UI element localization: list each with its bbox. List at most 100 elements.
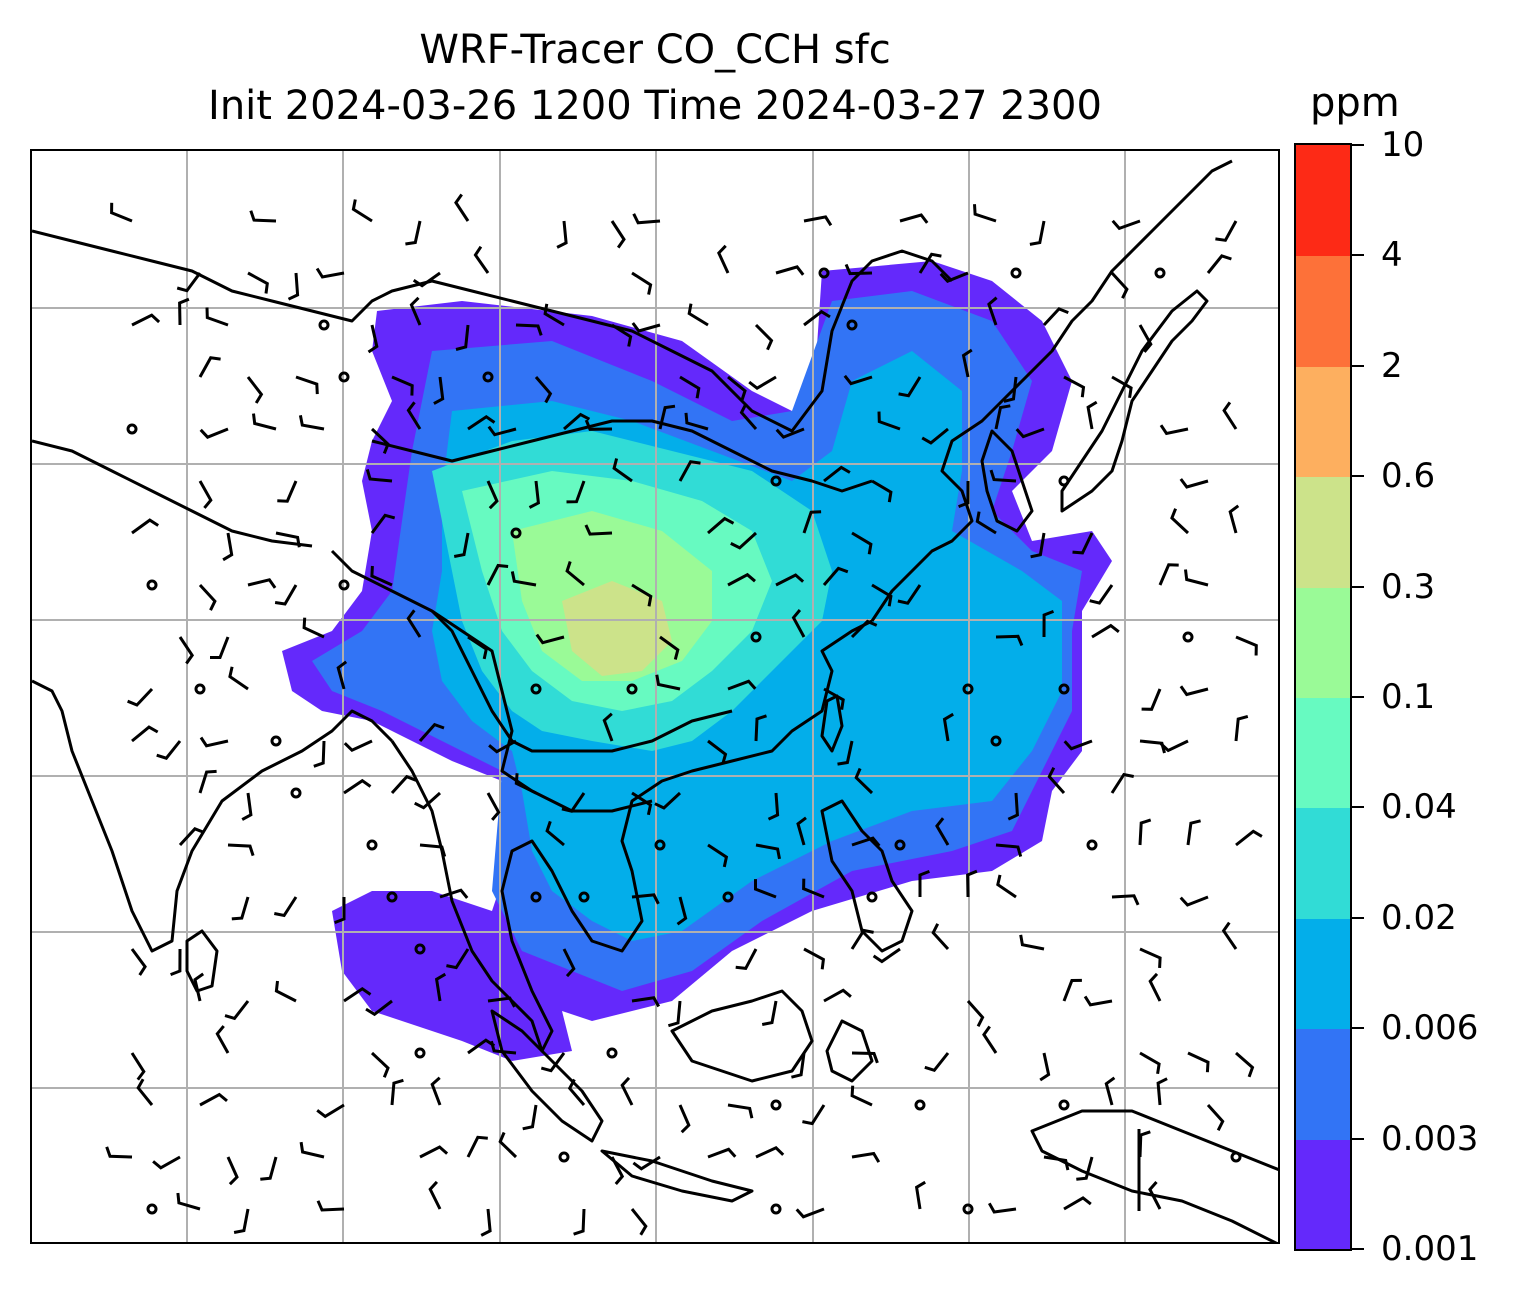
wind-barb bbox=[391, 375, 414, 396]
wind-barb bbox=[545, 820, 565, 847]
colorbar-tick-label: 10 bbox=[1381, 125, 1425, 165]
wind-barb bbox=[843, 374, 873, 386]
wind-barb bbox=[131, 518, 160, 535]
colorbar-segment bbox=[1296, 145, 1350, 257]
wind-barb bbox=[274, 980, 297, 1003]
wind-barb bbox=[802, 1104, 826, 1126]
wind-barb bbox=[1138, 324, 1153, 353]
wind-barb bbox=[871, 583, 893, 607]
wind-barb bbox=[851, 531, 873, 555]
wind-barb bbox=[851, 836, 881, 847]
calm-wind-marker bbox=[1154, 267, 1166, 279]
wind-barb bbox=[822, 566, 849, 586]
wind-barb bbox=[996, 874, 1017, 899]
wind-barb bbox=[684, 412, 709, 431]
wind-barb bbox=[198, 769, 217, 794]
calm-wind-marker bbox=[194, 683, 206, 695]
calm-wind-marker bbox=[578, 891, 590, 903]
wind-barb bbox=[761, 1000, 778, 1026]
wind-barb bbox=[455, 324, 470, 351]
calm-wind-marker bbox=[386, 891, 398, 903]
wind-barb bbox=[315, 267, 345, 279]
wind-barb bbox=[566, 480, 586, 504]
map-panel[interactable] bbox=[30, 149, 1280, 1244]
wind-barb bbox=[454, 193, 470, 222]
calm-wind-marker bbox=[146, 579, 158, 591]
wind-barb bbox=[1179, 478, 1209, 489]
wind-barb bbox=[966, 869, 978, 898]
wind-barb bbox=[612, 458, 633, 483]
coastline-korea bbox=[980, 429, 1034, 533]
colorbar-tick-label: 0.001 bbox=[1381, 1229, 1479, 1269]
wind-barb bbox=[561, 792, 586, 813]
calm-wind-marker bbox=[530, 891, 542, 903]
wind-barb bbox=[851, 1051, 879, 1064]
coastline-sri-lanka bbox=[185, 929, 219, 993]
calm-wind-marker bbox=[1010, 267, 1022, 279]
wind-barb bbox=[205, 307, 229, 327]
wind-barb bbox=[130, 1052, 146, 1081]
wind-barb bbox=[540, 1052, 566, 1073]
wind-barb bbox=[1030, 532, 1046, 559]
wind-barb bbox=[872, 947, 901, 964]
wind-barb bbox=[994, 404, 1011, 430]
wind-barb bbox=[935, 817, 950, 846]
wind-barb bbox=[687, 303, 709, 327]
wind-barb bbox=[767, 792, 780, 821]
wind-barb bbox=[199, 427, 229, 439]
wind-barb bbox=[631, 893, 660, 905]
wind-barb bbox=[1170, 508, 1190, 535]
wind-barb bbox=[707, 516, 735, 535]
wind-barb bbox=[316, 1103, 345, 1119]
border-china-south bbox=[430, 609, 733, 753]
calm-wind-marker bbox=[1058, 1099, 1070, 1111]
colorbar-segment bbox=[1296, 1138, 1350, 1249]
wind-barb bbox=[897, 584, 922, 605]
colorbar-tick bbox=[1352, 585, 1364, 588]
calm-wind-marker bbox=[1086, 839, 1098, 851]
wind-barb bbox=[1062, 978, 1082, 1002]
wind-barb bbox=[1138, 1130, 1151, 1158]
wind-barb bbox=[795, 1207, 825, 1219]
wind-barb bbox=[487, 425, 517, 437]
wind-barb bbox=[754, 879, 777, 899]
wind-barb bbox=[522, 1104, 538, 1131]
wind-barb bbox=[802, 878, 825, 899]
wind-barb bbox=[390, 774, 417, 795]
wind-barb bbox=[136, 1078, 154, 1106]
wind-barb bbox=[1076, 1156, 1094, 1181]
wind-barb bbox=[584, 419, 613, 431]
wind-barb bbox=[1186, 819, 1201, 846]
colorbar-segment bbox=[1296, 476, 1350, 588]
wind-barb bbox=[419, 843, 447, 858]
wind-barb bbox=[1072, 532, 1094, 555]
wind-barb bbox=[610, 1156, 625, 1185]
colorbar-unit: ppm bbox=[1310, 80, 1400, 126]
wind-barb bbox=[510, 571, 537, 587]
wind-barb bbox=[1159, 739, 1189, 753]
colorbar-segment bbox=[1296, 1028, 1350, 1140]
calm-wind-marker bbox=[914, 1099, 926, 1111]
wind-barb bbox=[467, 414, 496, 431]
wind-barb bbox=[610, 220, 626, 249]
wind-barb bbox=[439, 888, 469, 899]
colorbar-tick bbox=[1352, 364, 1364, 367]
wind-barb bbox=[274, 584, 298, 606]
calm-wind-marker bbox=[290, 787, 302, 799]
wind-barb bbox=[658, 404, 676, 430]
wind-barb bbox=[918, 252, 942, 274]
wind-barb bbox=[837, 740, 854, 766]
wind-barb bbox=[1111, 219, 1141, 231]
wind-barb bbox=[775, 573, 805, 587]
wind-barb bbox=[487, 996, 516, 1008]
wind-barb bbox=[467, 635, 488, 660]
wind-barb bbox=[942, 712, 954, 742]
wind-barb bbox=[1063, 375, 1086, 398]
wind-barb bbox=[727, 1103, 754, 1119]
wind-barb bbox=[370, 427, 390, 454]
wind-barb bbox=[193, 972, 205, 1002]
wind-barb bbox=[343, 778, 372, 795]
wind-barb bbox=[899, 213, 929, 224]
wind-barb bbox=[1003, 376, 1018, 403]
plume-level-7 bbox=[562, 581, 672, 676]
